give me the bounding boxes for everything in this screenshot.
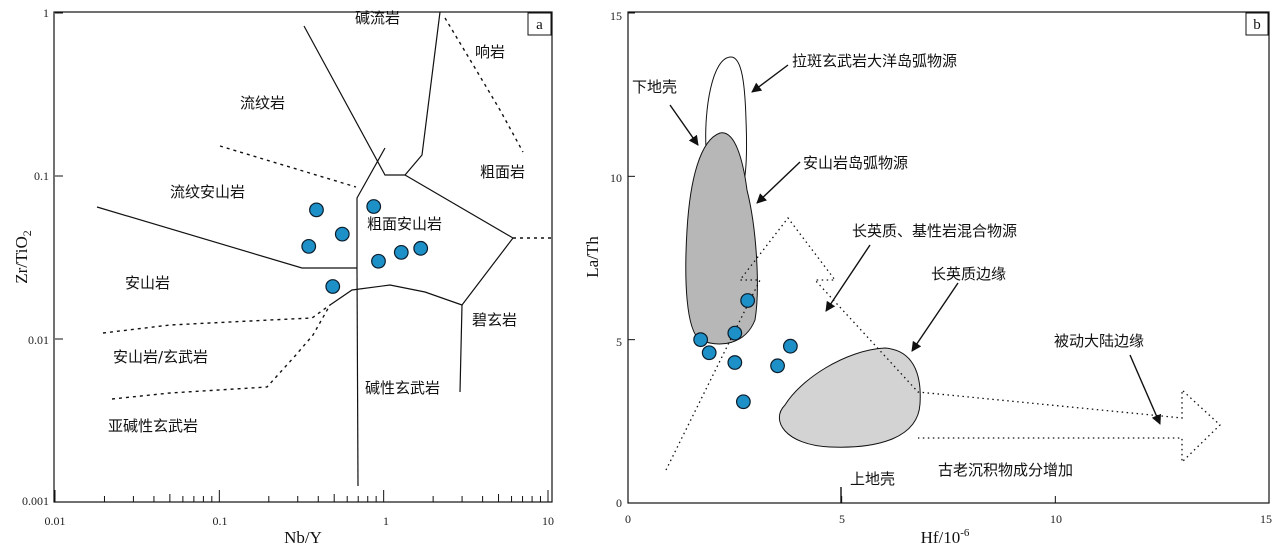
field-label: 碧玄岩: [472, 311, 517, 329]
label-lower-crust: 下地壳: [632, 78, 677, 96]
x-axis-title-a: Nb/Y: [284, 528, 322, 547]
y-axis-title-a: Zr/TiO2: [12, 230, 34, 284]
x-tick-label: 10: [542, 514, 554, 528]
minor-ticks-a: [54, 12, 549, 503]
data-points-a: [301, 199, 429, 294]
data-point: [393, 244, 409, 260]
plot-frame-b: [627, 11, 1270, 504]
dash-phonolite: [444, 17, 524, 153]
boundary-alkali-basalt-left: [356, 267, 359, 487]
arrow-felsic-margin: [911, 282, 959, 352]
x-tick-label: 0.01: [45, 514, 66, 528]
arrow-andesitic-arc: [756, 161, 801, 204]
data-point: [770, 358, 785, 374]
panel-tag-box-b: [1245, 12, 1269, 36]
y-tick-label: 10: [610, 171, 622, 185]
boundary-andesite-rhyodacite: [96, 206, 357, 269]
data-point: [309, 202, 324, 218]
mixing-source-arrow: [665, 216, 1221, 471]
label-sediment-increase: 古老沉积物成分增加: [938, 461, 1073, 479]
field-label: 粗面安山岩: [367, 215, 442, 233]
arrow-lower-crust: [669, 104, 699, 146]
data-point: [782, 338, 798, 354]
panel-tag-a: a: [536, 17, 543, 33]
y-tick-label: 15: [610, 9, 622, 23]
label-andesitic-arc: 安山岩岛弧物源: [803, 154, 908, 172]
y-tick-label: 0.1: [34, 169, 49, 183]
panel-tag-box-a: [527, 12, 552, 36]
dash-rhyolite-rhyodacite: [219, 145, 357, 188]
tick-labels-a: 0.01 0.1 1 10 0.001 0.01 0.1 1: [22, 6, 554, 528]
dashed-boundaries-a: [102, 17, 552, 400]
label-mixed-source: 长英质、基性岩混合物源: [852, 222, 1017, 240]
y-axis-title-main: Zr/TiO: [12, 236, 31, 284]
panel-a: 碱流岩 响岩 流纹岩 粗面岩 流纹安山岩 粗面安山岩 安山岩 碧玄岩 安山岩/玄…: [12, 6, 554, 547]
panel-tag-b: b: [1253, 17, 1261, 33]
data-point: [740, 293, 756, 308]
data-point: [366, 199, 382, 214]
field-label: 碱流岩: [355, 9, 400, 27]
label-felsic-margin: 长英质边缘: [931, 265, 1006, 283]
pointer-arrows-b: [669, 64, 1161, 425]
region-andesitic-arc: [685, 132, 758, 345]
label-upper-crust: 上地壳: [850, 470, 895, 488]
region-felsic-margin: [779, 347, 921, 448]
field-label: 安山岩: [125, 274, 170, 292]
x-axis-title-b: Hf/10-6: [921, 527, 970, 547]
y-axis-title-b: La/Th: [583, 236, 602, 278]
data-point: [325, 279, 341, 294]
field-labels-a: 碱流岩 响岩 流纹岩 粗面岩 流纹安山岩 粗面安山岩 安山岩 碧玄岩 安山岩/玄…: [108, 9, 525, 435]
data-point: [371, 253, 386, 269]
data-point: [727, 325, 743, 341]
boundary-rhyolite-trachyte: [303, 11, 441, 176]
data-points-b: [693, 293, 798, 410]
x-tick-label: 15: [1260, 512, 1272, 526]
annotation-labels-b: 拉斑玄武岩大洋岛弧物源 下地壳 安山岩岛弧物源 长英质、基性岩混合物源 长英质边…: [632, 52, 1144, 488]
field-label: 碱性玄武岩: [365, 379, 440, 397]
data-point: [301, 238, 317, 254]
x-tick-label: 0: [625, 512, 631, 526]
y-tick-label: 0: [616, 496, 622, 510]
x-axis-title-sup: -6: [960, 527, 970, 539]
y-tick-label: 5: [616, 335, 622, 349]
y-tick-label: 1: [43, 6, 49, 20]
plot-frame-a: [53, 11, 553, 503]
x-tick-label: 10: [1050, 512, 1062, 526]
field-label: 流纹岩: [240, 94, 285, 112]
data-point: [334, 226, 350, 242]
boundary-trachyte-phonolite-upper: [356, 147, 386, 268]
field-boundaries-a: [96, 11, 514, 487]
label-oceanic-arc: 拉斑玄武岩大洋岛弧物源: [792, 52, 957, 70]
field-label: 流纹安山岩: [170, 183, 245, 201]
label-passive-margin: 被动大陆边缘: [1054, 332, 1144, 350]
boundary-basalt-trachyandesite: [329, 284, 463, 306]
dash-subalkaline: [111, 304, 331, 400]
panel-b: 拉斑玄武岩大洋岛弧物源 下地壳 安山岩岛弧物源 长英质、基性岩混合物源 长英质边…: [583, 9, 1272, 547]
x-tick-label: 0.1: [213, 514, 228, 528]
x-axis-title-main: Hf/10: [921, 528, 961, 547]
boundary-basanite: [459, 304, 463, 393]
field-label: 亚碱性玄武岩: [108, 417, 198, 435]
dotted-arrows-b: [665, 216, 1221, 471]
y-axis-title-sub: 2: [20, 230, 34, 236]
arrow-mixed-source: [825, 244, 871, 312]
data-point: [693, 332, 709, 348]
tick-labels-b: 0 5 10 15 0 5 10 15: [610, 9, 1272, 526]
data-point: [701, 345, 717, 361]
arrow-oceanic-arc: [751, 64, 789, 93]
field-label: 响岩: [475, 43, 505, 61]
boundary-trachyandesite: [404, 174, 514, 306]
data-point: [413, 240, 429, 256]
dash-andesite-basalt: [102, 304, 331, 334]
field-label: 安山岩/玄武岩: [113, 348, 208, 366]
x-tick-label: 5: [839, 512, 845, 526]
data-point: [727, 355, 743, 370]
y-tick-label: 0.01: [28, 333, 49, 347]
arrow-passive-margin: [1129, 354, 1161, 425]
y-tick-label: 0.001: [22, 494, 49, 508]
data-point: [735, 394, 751, 410]
field-label: 粗面岩: [480, 163, 525, 181]
x-tick-label: 1: [383, 514, 389, 528]
